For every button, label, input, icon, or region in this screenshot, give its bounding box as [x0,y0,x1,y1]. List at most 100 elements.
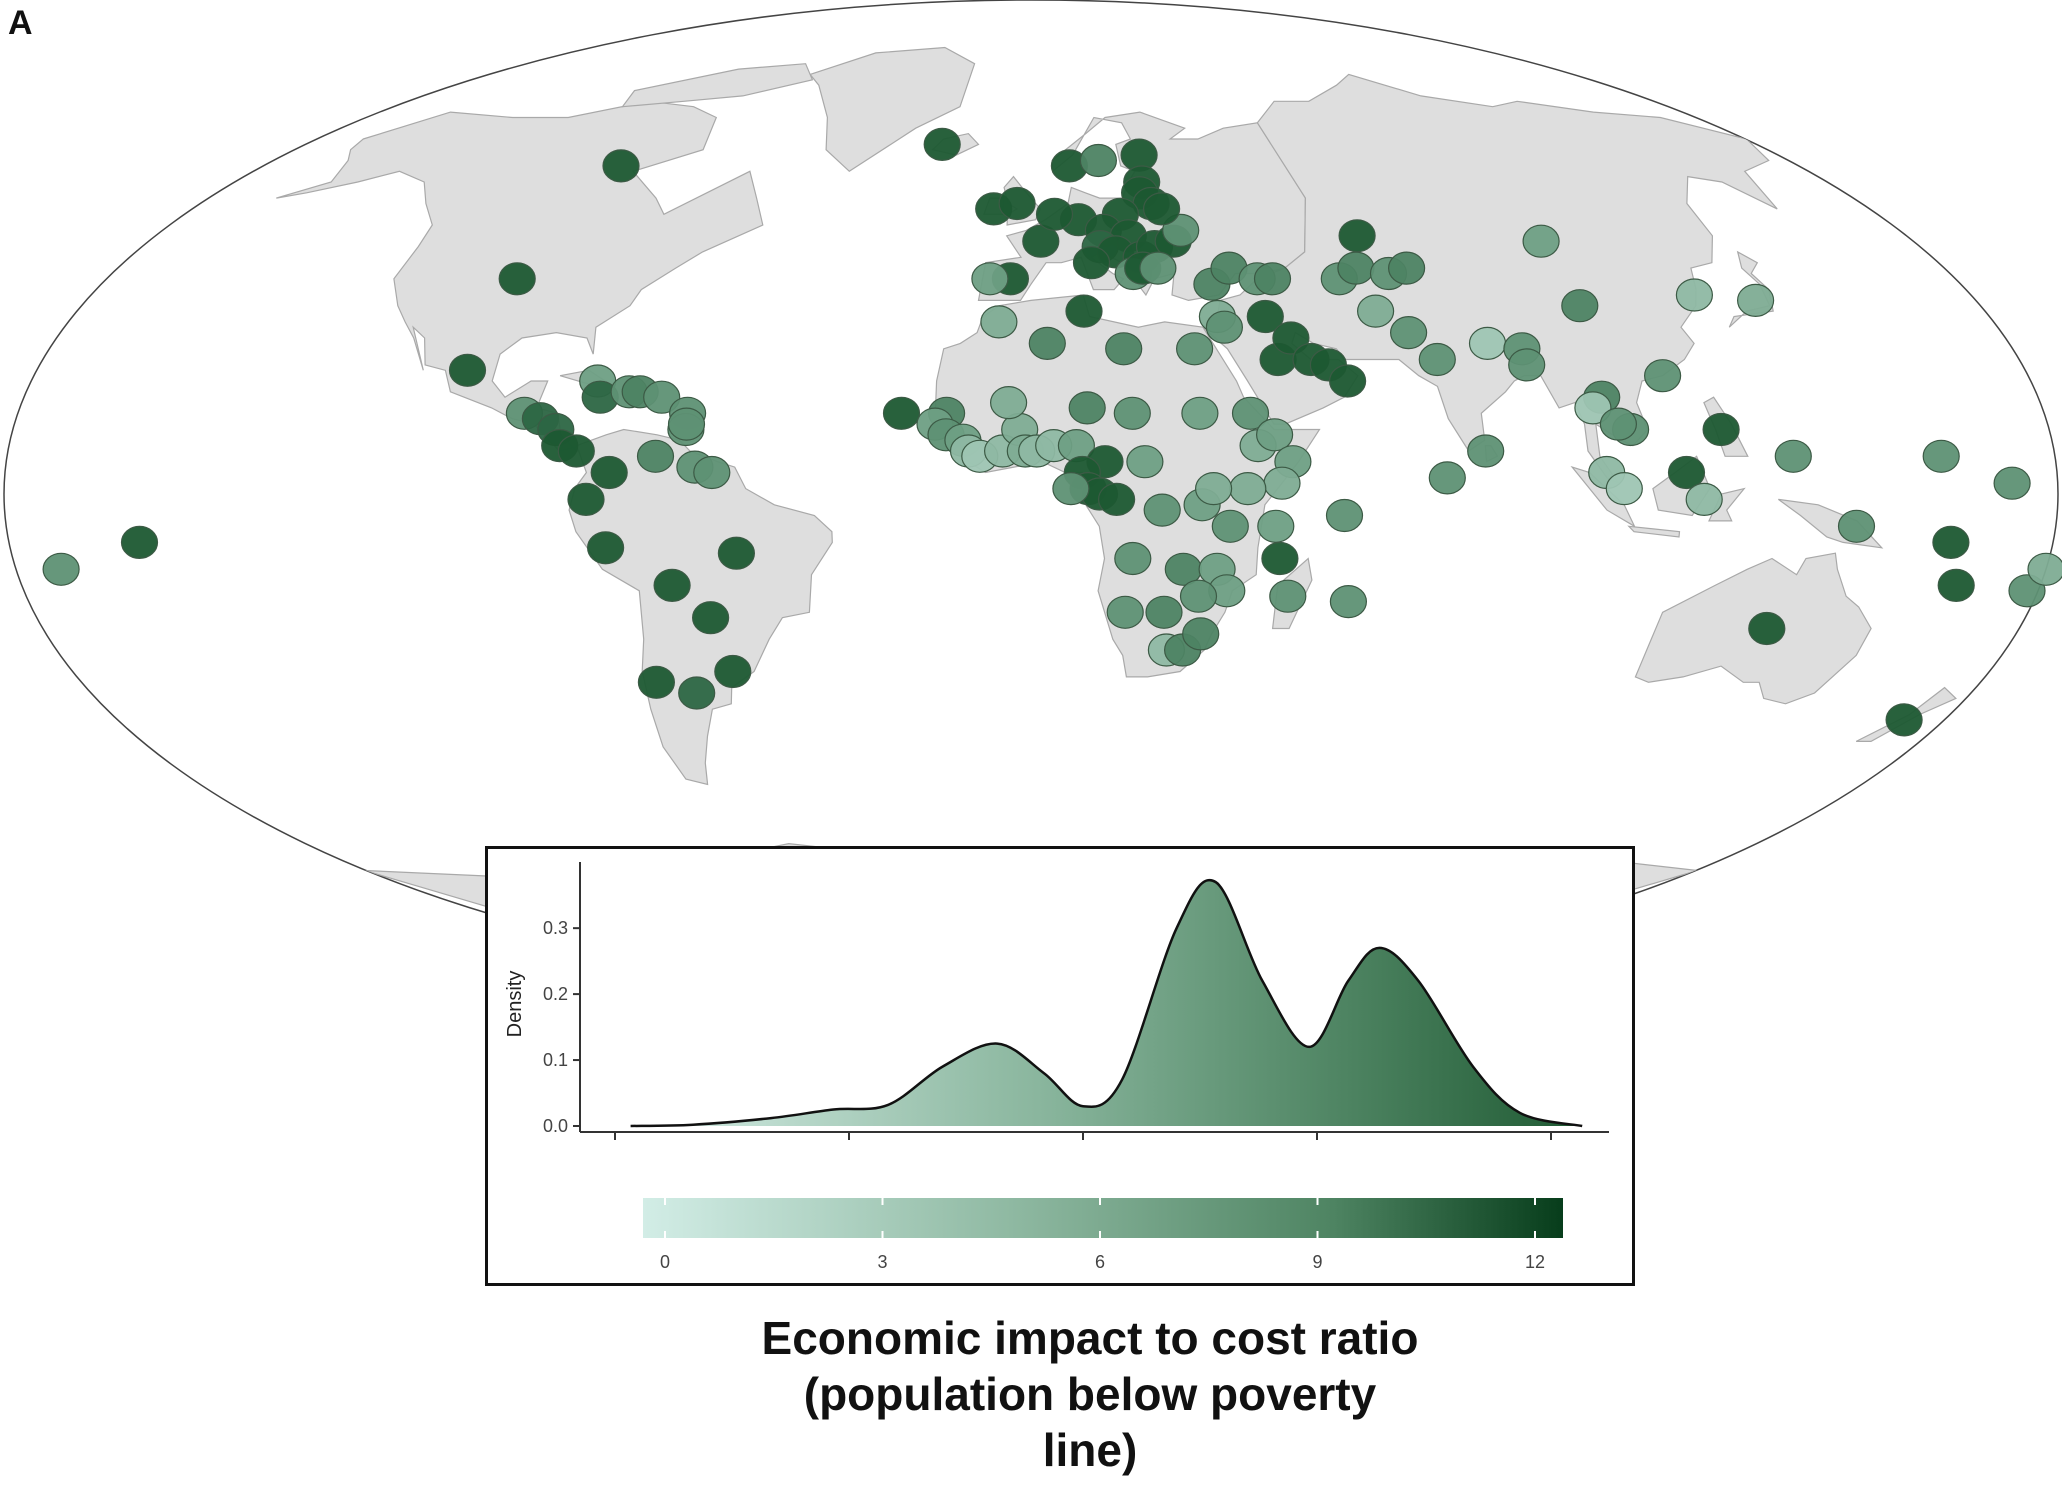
country-marker [2027,552,2062,586]
country-marker [667,407,706,441]
country-marker [1079,143,1118,178]
density-plot: 0.0 0.1 0.2 0.3 Density [504,862,1609,1140]
colorbar: 0 3 6 9 12 [643,1198,1563,1272]
country-marker [1052,472,1090,506]
country-marker [1142,192,1181,226]
panel-label: A [8,4,33,42]
country-marker [1774,439,1812,473]
country-marker [42,552,80,586]
colorbar-gradient [643,1198,1563,1238]
country-marker [1113,396,1151,430]
country-marker [1387,251,1426,285]
country-marker [1105,332,1143,366]
country-marker [1194,472,1233,506]
country-marker [1736,283,1775,317]
colorbar-tick-label: 3 [877,1252,887,1272]
country-marker [1145,595,1183,629]
colorbar-tick-label: 0 [660,1252,670,1272]
country-marker [1175,332,1214,366]
country-marker [980,305,1018,339]
legend-title-line-3: line) [1042,1424,1138,1476]
country-marker [1139,251,1177,285]
country-marker [717,536,756,570]
country-marker [1246,299,1284,334]
land-greenland [809,46,976,173]
country-marker [989,386,1028,420]
country-markers [42,127,2062,737]
y-tick-label: 0.0 [543,1116,568,1136]
country-marker [1106,595,1144,629]
density-curve [630,878,1583,1128]
country-marker [602,149,640,183]
country-marker [1179,579,1218,613]
country-marker [636,439,675,473]
country-marker [120,525,159,560]
country-marker [1418,342,1456,377]
country-marker [1257,509,1295,543]
country-marker [1937,568,1975,603]
country-marker [998,186,1036,221]
country-marker [1263,466,1301,500]
country-marker [653,568,691,603]
country-marker [1272,321,1310,355]
country-marker [1143,493,1181,527]
country-marker [1065,294,1103,328]
country-marker [693,455,731,490]
country-marker [1428,461,1466,495]
density-area [630,880,1583,1126]
country-marker [1605,472,1643,506]
country-marker [923,127,961,161]
country-marker [567,482,605,516]
country-marker [1181,396,1219,430]
country-marker [637,665,676,699]
country-marker [1599,407,1638,441]
country-marker [1261,541,1299,576]
country-marker [1126,445,1164,479]
country-marker [1269,579,1307,613]
country-marker [1685,482,1723,516]
country-marker [1205,310,1244,344]
country-marker [1182,617,1220,651]
country-marker [1253,262,1292,296]
country-marker [1748,611,1786,646]
country-marker [448,353,487,387]
country-marker [882,396,921,430]
country-marker [1574,391,1612,425]
country-marker [1255,418,1294,452]
country-marker [1922,439,1960,473]
land-sumatra [1570,465,1636,528]
country-marker [1338,219,1376,253]
country-marker [678,676,716,710]
country-marker [1072,246,1111,280]
country-marker [1229,472,1267,506]
colorbar-tick-label: 6 [1095,1252,1105,1272]
density-inset: 0.0 0.1 0.2 0.3 Density 0 3 6 9 12 [485,846,1635,1286]
country-marker [590,455,628,490]
legend-title: Economic impact to cost ratio (populatio… [560,1310,1620,1478]
country-marker [1329,584,1368,619]
country-marker [1231,396,1270,430]
country-marker [1114,541,1152,576]
country-marker [691,601,730,635]
legend-title-line-2: (population below poverty [803,1368,1377,1420]
y-tick-label: 0.2 [543,984,568,1004]
country-marker [643,380,681,414]
country-marker [1667,455,1706,490]
country-marker [1389,316,1428,350]
country-marker [1328,364,1367,398]
country-marker [1028,326,1066,360]
y-tick-label: 0.3 [543,918,568,938]
country-marker [1675,278,1714,312]
country-marker [714,654,752,689]
y-axis-label: Density [504,971,526,1038]
country-marker [1035,197,1074,231]
country-marker [557,434,595,468]
country-marker [1356,294,1395,328]
country-marker [1211,509,1249,543]
country-marker [1508,348,1546,382]
country-marker [498,262,536,296]
country-marker [1643,359,1682,393]
legend-title-line-1: Economic impact to cost ratio [761,1312,1419,1364]
land-arctic-islands [621,63,814,108]
